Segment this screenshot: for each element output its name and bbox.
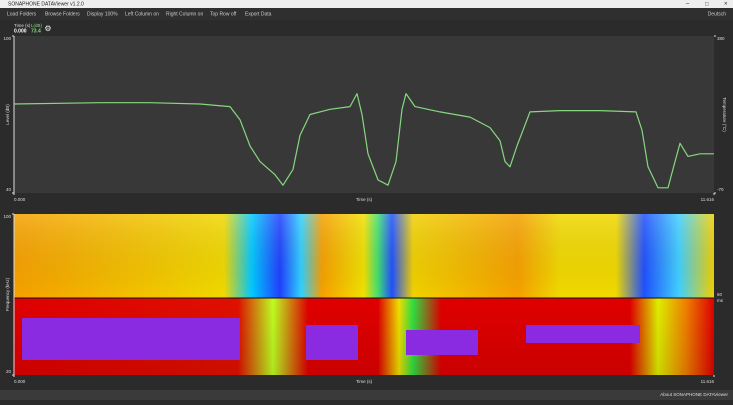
x-axis-label: Time (s) — [356, 379, 373, 384]
spectrogram-patch — [306, 325, 358, 360]
x-tick-label: 0.000 — [14, 379, 26, 384]
y-tick-label: 100 — [3, 214, 11, 219]
level-label: L(dB) — [31, 23, 43, 28]
x-tick-label: 11.616 — [701, 197, 715, 202]
menu-item[interactable]: Browse Folders — [45, 11, 80, 17]
time-label: Time (s) — [14, 23, 31, 28]
y2-axis-label: Temperature (°C) — [722, 97, 727, 132]
minimize-button[interactable]: – — [686, 2, 690, 8]
y-tick-label: 20 — [6, 369, 12, 374]
status-bar — [0, 390, 733, 400]
settings-button[interactable]: ⚙ — [44, 24, 51, 33]
y-axis-label: Level (dB) — [5, 104, 10, 125]
menu-item[interactable]: Display 100% — [87, 11, 118, 17]
x-tick-label: 0.000 — [14, 197, 26, 202]
menu-item[interactable]: Export Data — [245, 11, 272, 17]
y2-tick-label: -70 — [717, 187, 724, 192]
y-tick-label: 40 — [6, 187, 12, 192]
window-title: SONAPHONE DATAViewer v1.2.0 — [8, 1, 84, 7]
right-label: 60 — [717, 292, 723, 297]
spectrogram-patch — [526, 325, 640, 343]
level-line — [13, 93, 714, 189]
x-axis-label: Time (s) — [356, 197, 373, 202]
menu-item[interactable]: Right Column on — [166, 11, 203, 17]
level-value: 73.4 — [31, 28, 41, 34]
menu-bar — [0, 8, 733, 20]
spectrogram-patch — [406, 330, 478, 355]
time-value: 0.000 — [14, 28, 27, 34]
y-axis-label: Frequency (kHz) — [5, 277, 10, 311]
level-plot-area — [14, 36, 714, 193]
right-label: ms — [717, 298, 724, 303]
language-button[interactable]: Deutsch — [708, 11, 727, 17]
menu-item[interactable]: Top Row off — [210, 11, 237, 17]
maximize-button[interactable]: □ — [705, 2, 709, 8]
menu-item[interactable]: Left Column on — [125, 11, 159, 17]
x-tick-label: 11.616 — [701, 379, 715, 384]
title-bar — [0, 0, 733, 8]
y2-tick-label: 380 — [717, 36, 725, 41]
y-tick-label: 100 — [3, 36, 11, 41]
close-button[interactable]: × — [724, 2, 728, 8]
menu-item[interactable]: Load Folders — [7, 11, 37, 17]
spectrogram-patch — [22, 318, 240, 360]
about-link[interactable]: About SONAPHONE DATAViewer — [660, 392, 728, 397]
